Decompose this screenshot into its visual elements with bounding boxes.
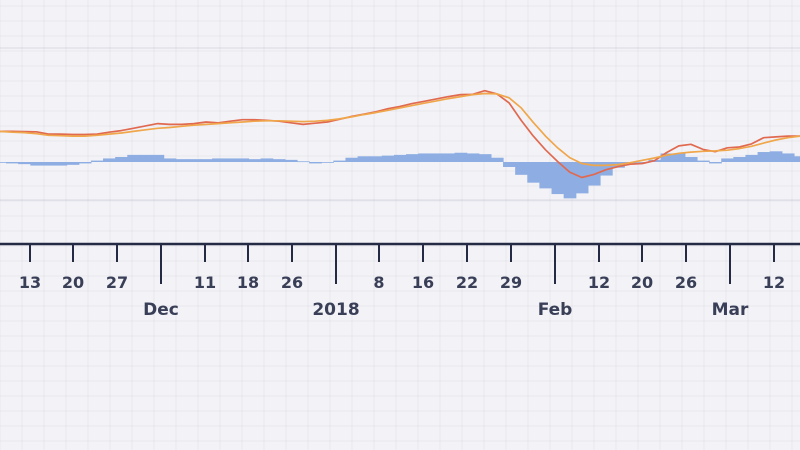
x-tick-label: 29 [500, 273, 522, 292]
histogram-bar [696, 160, 710, 162]
histogram-bar [151, 154, 165, 162]
histogram-bar [236, 158, 250, 162]
histogram-bar [296, 161, 310, 163]
histogram-bar [369, 156, 383, 162]
histogram-bar [103, 158, 116, 162]
x-tick-label: 8 [373, 273, 384, 292]
histogram-bar [527, 162, 540, 183]
histogram-bar [200, 159, 213, 162]
histogram-bar [381, 155, 395, 162]
x-tick-label: Feb [538, 300, 573, 320]
histogram-bar [175, 159, 189, 162]
histogram-bar [248, 159, 262, 162]
x-tick-label: 11 [194, 273, 216, 292]
x-tick-label: 22 [456, 273, 478, 292]
x-tick-label: 2018 [312, 300, 359, 320]
histogram-bar [793, 156, 800, 162]
series-lines [0, 89, 800, 179]
histogram-bar [357, 156, 371, 162]
histogram-bar [333, 160, 347, 162]
histogram-bar [454, 152, 468, 162]
histogram-bar [321, 162, 334, 163]
histogram-bar [539, 162, 553, 189]
histogram-bar [478, 154, 492, 162]
series-line-1 [0, 89, 800, 179]
histogram-bar [781, 153, 795, 162]
major-grid [0, 47, 800, 201]
x-tick-label: 26 [675, 273, 697, 292]
histogram-bar [309, 162, 322, 164]
x-tick-label: 18 [237, 273, 259, 292]
histogram-bar [684, 157, 698, 162]
x-tick-label: 20 [631, 273, 653, 292]
histogram-bar [224, 158, 237, 162]
histogram-bar [709, 162, 722, 164]
x-tick-label: 12 [763, 273, 785, 292]
histogram-bar [466, 153, 480, 162]
x-tick-label: 26 [281, 273, 303, 292]
histogram-bar [442, 153, 456, 162]
histogram-bar [757, 152, 771, 162]
histogram-bar [212, 158, 225, 162]
histogram-bar [260, 158, 274, 162]
histogram-bar [430, 153, 444, 162]
histogram-bar [418, 153, 431, 162]
histogram-bar [90, 160, 104, 162]
histogram-bar [127, 154, 140, 162]
histogram-bar [66, 162, 80, 165]
histogram-bar [515, 162, 528, 175]
histogram-bar [406, 154, 419, 162]
histogram-bar [163, 158, 177, 162]
histogram-bar [0, 162, 7, 163]
histogram-bar [769, 151, 783, 162]
histogram-bar [272, 159, 286, 162]
histogram-bar [6, 162, 19, 164]
histogram-bar [733, 157, 747, 162]
histogram-bar [636, 162, 650, 163]
histogram-bar [345, 157, 359, 162]
x-tick-label: 20 [62, 273, 84, 292]
histogram-bar [18, 162, 31, 165]
histogram-bar [284, 159, 298, 162]
histogram-bar [490, 157, 504, 162]
histogram-bar [672, 153, 686, 162]
x-tick-label: 16 [412, 273, 434, 292]
histogram-bar [721, 158, 734, 162]
x-tick-label: 12 [588, 273, 610, 292]
histogram-bar [187, 159, 201, 162]
series-line-2 [0, 92, 800, 167]
histogram-bar [42, 162, 56, 166]
histogram-bar [563, 162, 577, 199]
histogram-bar [551, 162, 565, 195]
x-axis-labels: 13 20 27 Dec 11 18 26 2018 8 16 22 29 Feb 12 20 26 Mar 12 [19, 273, 785, 320]
x-tick-label: 27 [106, 273, 128, 292]
histogram-bar [115, 157, 128, 162]
histogram-bar [393, 154, 407, 162]
x-tick-label: 13 [19, 273, 41, 292]
histogram-bar [54, 162, 68, 166]
x-axis [0, 242, 800, 284]
histogram-bar [30, 162, 44, 166]
x-tick-label: Mar [712, 300, 749, 320]
histogram-bar [78, 162, 92, 164]
x-tick-label: Dec [143, 300, 179, 320]
histogram-bar [660, 153, 674, 162]
histogram-bar [139, 154, 153, 162]
histogram-bar [503, 162, 516, 167]
histogram-bar [745, 154, 759, 162]
